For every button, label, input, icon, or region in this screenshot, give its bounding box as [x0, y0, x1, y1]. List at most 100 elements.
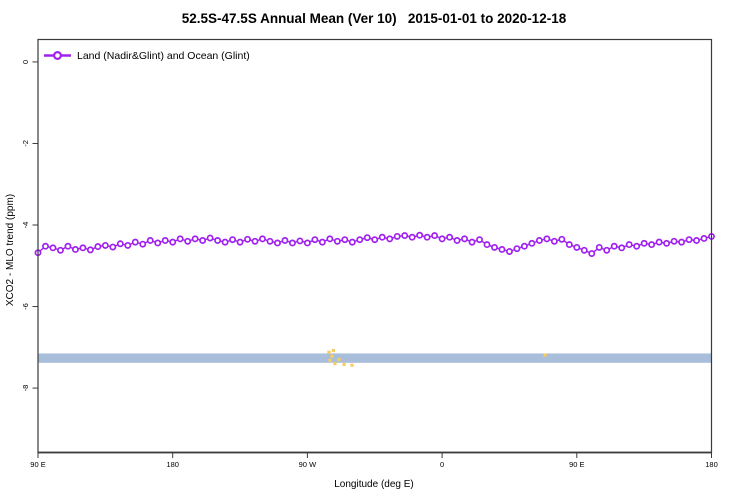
flag-mark — [330, 354, 334, 358]
flag-mark — [337, 357, 341, 362]
data-point-marker — [401, 232, 409, 240]
data-point-marker — [288, 239, 296, 247]
data-point-marker — [648, 241, 656, 249]
data-point-marker — [386, 235, 394, 243]
data-point-marker — [618, 244, 626, 252]
chart-title: 52.5S-47.5S Annual Mean (Ver 10) 2015-01… — [182, 11, 567, 26]
data-point-marker — [333, 237, 341, 245]
data-point-marker — [700, 235, 708, 242]
data-point-marker — [693, 237, 700, 244]
data-point-marker — [57, 246, 64, 254]
data-point-marker — [678, 238, 686, 246]
data-point-marker — [341, 236, 349, 244]
x-tick-label: 90 E — [30, 460, 45, 469]
flag-layer — [327, 348, 547, 367]
data-point-marker — [603, 246, 611, 254]
data-point-marker — [64, 242, 72, 250]
data-point-marker — [71, 246, 79, 253]
data-point-marker — [498, 246, 506, 253]
flag-mark — [333, 362, 337, 366]
data-point-marker — [326, 235, 334, 243]
legend-marker-icon — [52, 50, 62, 60]
data-point-marker — [670, 237, 678, 245]
horizontal-band — [38, 353, 712, 363]
data-point-marker — [348, 238, 356, 246]
flag-mark — [327, 350, 331, 354]
data-point-marker — [251, 237, 259, 245]
data-point-marker — [565, 241, 573, 249]
x-tick-label: 180 — [166, 460, 179, 469]
flag-mark — [342, 362, 346, 367]
data-point-marker — [229, 236, 237, 244]
data-point-marker — [146, 237, 154, 244]
data-point-marker — [356, 236, 364, 244]
data-point-marker — [49, 244, 57, 252]
flag-mark — [328, 358, 332, 362]
data-point-marker — [491, 243, 498, 251]
data-point-marker — [214, 237, 222, 244]
flag-mark — [331, 348, 336, 353]
data-point-marker — [558, 235, 566, 243]
flag-mark — [350, 363, 354, 367]
data-point-marker — [438, 235, 446, 243]
data-point-marker — [109, 243, 117, 251]
data-point-marker — [236, 238, 244, 246]
y-tick-label: -4 — [21, 222, 30, 229]
data-point-marker — [259, 235, 266, 243]
data-point-marker — [169, 238, 177, 246]
data-point-marker — [595, 243, 603, 251]
data-point-marker — [461, 235, 468, 243]
band-layer — [38, 353, 712, 363]
y-tick-label: 0 — [21, 60, 30, 64]
data-point-marker — [431, 232, 439, 240]
y-axis-title: XCO2 - MLO trend (ppm) — [5, 194, 16, 306]
legend-label: Land (Nadir&Glint) and Ocean (Glint) — [77, 50, 250, 62]
data-point-marker — [176, 235, 184, 243]
data-point-marker — [483, 241, 491, 249]
data-point-marker — [296, 237, 304, 245]
series-layer — [34, 231, 715, 257]
y-tick-label: -6 — [21, 303, 30, 310]
data-point-marker — [124, 241, 132, 249]
data-point-marker — [453, 237, 461, 244]
data-point-marker — [416, 231, 424, 239]
x-axis-title: Longitude (deg E) — [334, 479, 414, 490]
data-point-marker — [408, 233, 416, 241]
y-tick-label: -8 — [21, 385, 30, 392]
x-tick-label: 90 W — [299, 460, 317, 469]
data-point-marker — [378, 233, 386, 241]
data-point-marker — [393, 232, 401, 240]
y-tick-label: -2 — [21, 140, 30, 147]
data-point-marker — [266, 237, 274, 245]
data-point-marker — [625, 241, 633, 249]
axis-layer: 90 E 180 90 W 0 90 E 180 0 -2 -4 -6 -8 — [21, 60, 718, 469]
data-point-marker — [318, 238, 326, 246]
data-point-marker — [550, 237, 558, 245]
data-point-marker — [543, 235, 551, 243]
data-point-marker — [139, 240, 147, 248]
data-point-marker — [513, 245, 521, 253]
data-point-marker — [274, 239, 281, 247]
data-point-marker — [94, 243, 102, 251]
data-point-marker — [42, 242, 49, 250]
data-point-marker — [244, 235, 251, 243]
data-point-marker — [655, 238, 663, 246]
data-point-marker — [476, 236, 483, 244]
data-point-marker — [588, 250, 596, 257]
data-point-marker — [633, 242, 641, 250]
data-point-marker — [184, 237, 192, 245]
data-point-marker — [535, 237, 543, 244]
data-point-marker — [468, 238, 476, 246]
data-point-marker — [116, 240, 124, 248]
data-point-marker — [610, 242, 618, 250]
data-point-marker — [311, 236, 319, 244]
data-point-marker — [446, 233, 454, 241]
data-point-marker — [685, 236, 693, 244]
x-tick-label: 0 — [440, 460, 444, 469]
data-point-marker — [371, 236, 379, 244]
data-point-marker — [79, 244, 87, 252]
x-tick-label: 180 — [705, 460, 718, 469]
data-point-marker — [423, 233, 431, 241]
